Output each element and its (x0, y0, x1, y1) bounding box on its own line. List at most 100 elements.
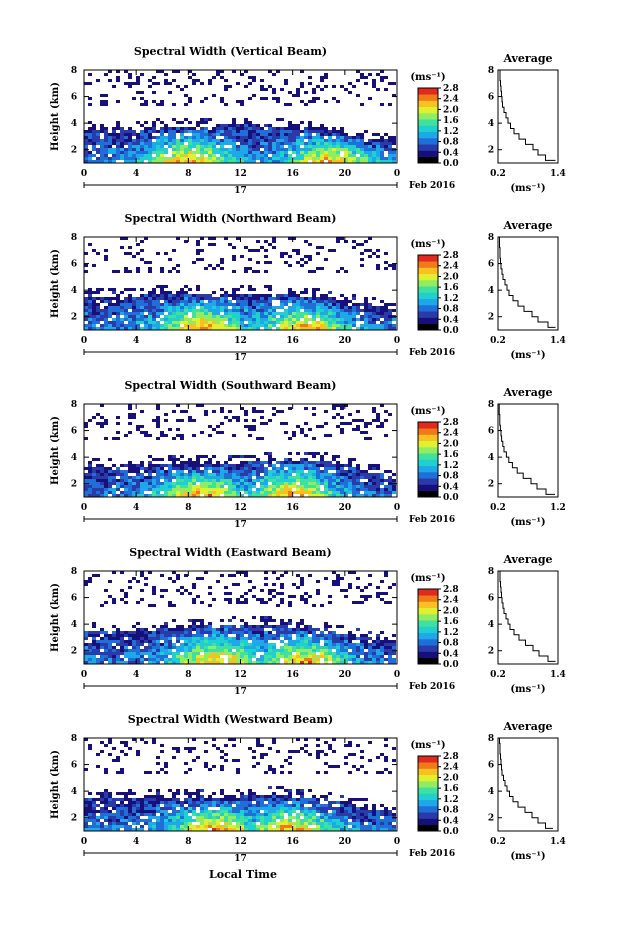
heatmap-cell (284, 485, 288, 488)
heatmap-cell (84, 309, 88, 312)
heatmap-cell (316, 151, 320, 154)
heatmap-cell (116, 148, 120, 151)
heatmap-cell (380, 324, 384, 327)
heatmap-cell (316, 592, 320, 595)
heatmap-cell (176, 485, 180, 488)
heatmap-cell (304, 488, 308, 491)
heatmap-cell (180, 807, 184, 810)
heatmap-cell (308, 100, 312, 103)
heatmap-cell (132, 324, 136, 327)
heatmap-cell (312, 142, 316, 145)
heatmap-cell (380, 136, 384, 139)
heatmap-cell (204, 625, 208, 628)
heatmap-cell (388, 318, 392, 321)
heatmap-cell (328, 136, 332, 139)
heatmap-cell (116, 297, 120, 300)
heatmap-cell (120, 491, 124, 494)
heatmap-cell (304, 452, 308, 455)
heatmap-cell (316, 288, 320, 291)
heatmap-cell (204, 139, 208, 142)
heatmap-cell (156, 652, 160, 655)
heatmap-cell (244, 649, 248, 652)
heatmap-cell (96, 649, 100, 652)
heatmap-cell (324, 625, 328, 628)
heatmap-cell (160, 303, 164, 306)
heatmap-cell (124, 324, 128, 327)
heatmap-cell (220, 488, 224, 491)
heatmap-cell (156, 419, 160, 422)
heatmap-cell (372, 410, 376, 413)
heatmap-cell (332, 482, 336, 485)
heatmap-cell (96, 476, 100, 479)
heatmap-cell (164, 297, 168, 300)
heatmap-cell (388, 646, 392, 649)
heatmap-cell (380, 145, 384, 148)
heatmap-cell (220, 97, 224, 100)
heatmap-cell (320, 306, 324, 309)
panel-title: Spectral Width (Vertical Beam) (134, 45, 327, 58)
heatmap-cell (348, 315, 352, 318)
heatmap-cell (188, 822, 192, 825)
heatmap-cell (264, 261, 268, 264)
colorbar-tick-label: 1.2 (443, 294, 459, 304)
heatmap-cell (136, 425, 140, 428)
heatmap-cell (220, 318, 224, 321)
heatmap-cell (360, 643, 364, 646)
panel-title: Spectral Width (Northward Beam) (125, 212, 337, 225)
heatmap-cell (272, 306, 276, 309)
heatmap-cell (300, 154, 304, 157)
heatmap-cell (252, 464, 256, 467)
heatmap-cell (140, 819, 144, 822)
heatmap-cell (192, 807, 196, 810)
heatmap-cell (384, 646, 388, 649)
heatmap-cell (112, 813, 116, 816)
y-tick-label: 6 (71, 260, 77, 270)
heatmap-cell (252, 595, 256, 598)
heatmap-cell (160, 625, 164, 628)
heatmap-cell (108, 804, 112, 807)
heatmap-cell (232, 246, 236, 249)
heatmap-cell (120, 807, 124, 810)
heatmap-cell (308, 324, 312, 327)
heatmap-cell (304, 476, 308, 479)
heatmap-cell (324, 148, 328, 151)
heatmap-cell (128, 324, 132, 327)
heatmap-cell (324, 622, 328, 625)
heatmap-cell (236, 479, 240, 482)
heatmap-cell (292, 142, 296, 145)
heatmap-cell (108, 482, 112, 485)
heatmap-cell (264, 658, 268, 661)
heatmap-cell (180, 291, 184, 294)
heatmap-cell (332, 157, 336, 160)
heatmap-cell (152, 658, 156, 661)
heatmap-cell (304, 318, 308, 321)
heatmap-cell (340, 488, 344, 491)
heatmap-cell (364, 658, 368, 661)
heatmap-cell (356, 136, 360, 139)
heatmap-cell (300, 634, 304, 637)
heatmap-cell (324, 139, 328, 142)
colorbar-swatch (418, 268, 438, 275)
heatmap-cell (388, 652, 392, 655)
x-tick-label: 16 (286, 670, 299, 680)
heatmap-cell (232, 488, 236, 491)
heatmap-cell (312, 309, 316, 312)
heatmap-cell (380, 139, 384, 142)
heatmap-cell (116, 422, 120, 425)
colorbar-unit: (ms⁻¹) (410, 239, 445, 250)
heatmap-cell (356, 148, 360, 151)
heatmap-cell (136, 801, 140, 804)
heatmap-cell (220, 294, 224, 297)
heatmap-cell (104, 136, 108, 139)
heatmap-cell (184, 658, 188, 661)
heatmap-cell (144, 103, 148, 106)
heatmap-cell (280, 640, 284, 643)
heatmap-cell (276, 157, 280, 160)
heatmap-cell (152, 297, 156, 300)
heatmap-cell (180, 810, 184, 813)
heatmap-cell (184, 476, 188, 479)
heatmap-cell (168, 428, 172, 431)
heatmap-cell (292, 312, 296, 315)
